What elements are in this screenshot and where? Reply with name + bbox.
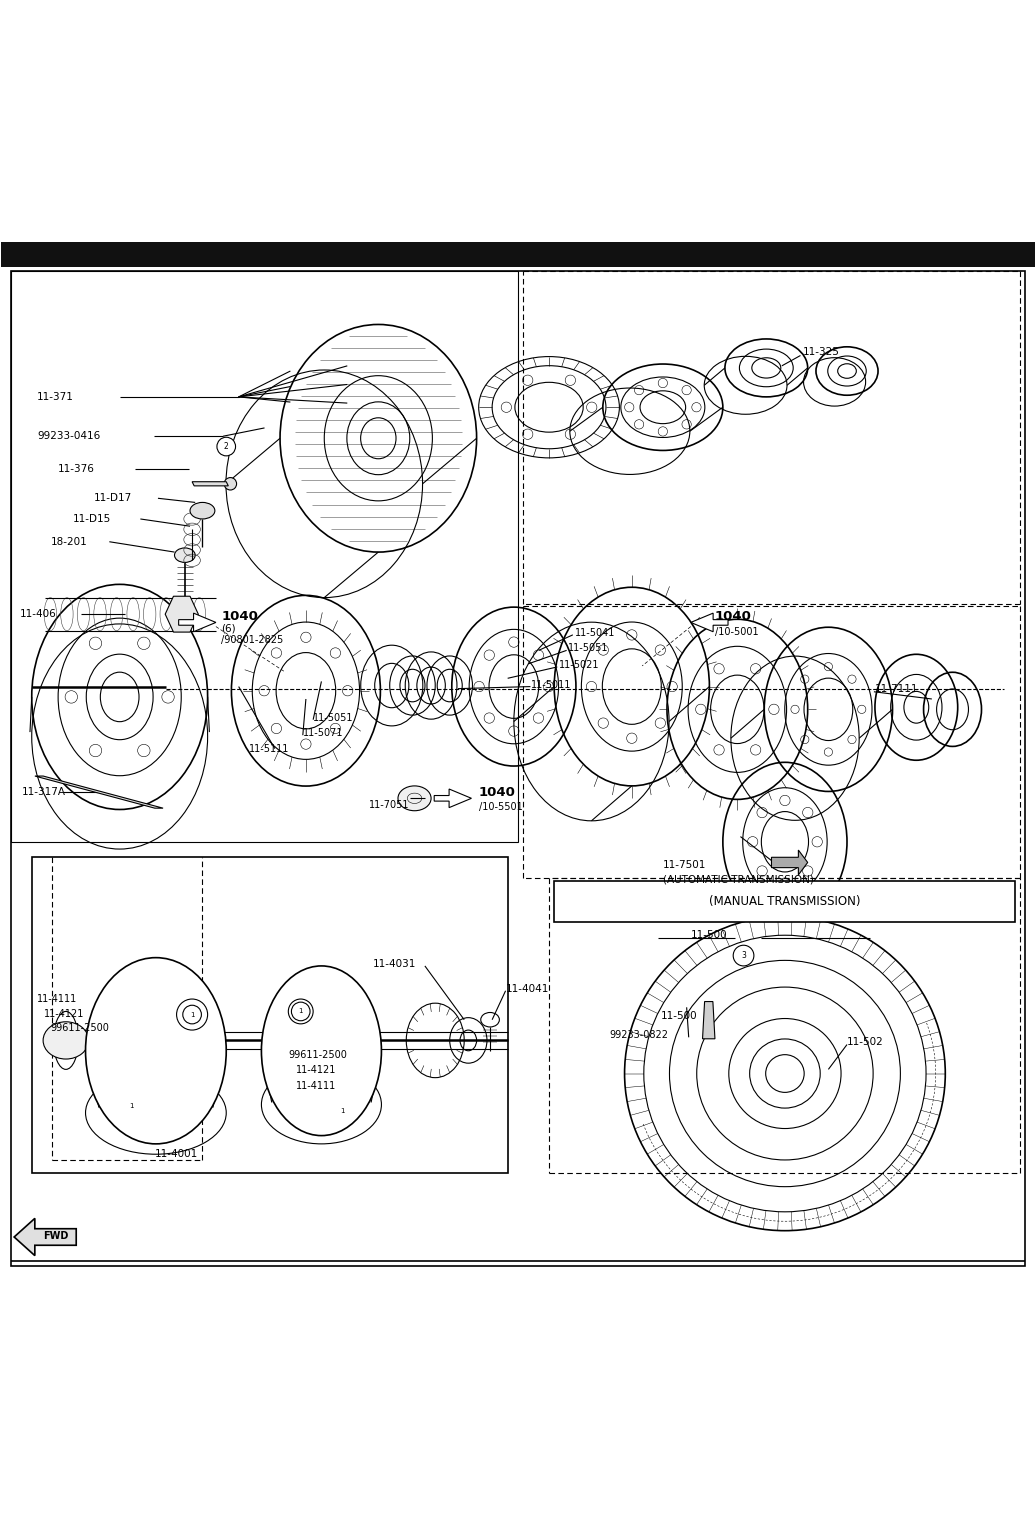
Text: 11-4121: 11-4121 [45,1008,85,1019]
Bar [1,241,1035,267]
Circle shape [182,1005,201,1023]
Text: 1: 1 [190,1011,195,1017]
Polygon shape [178,613,215,631]
Ellipse shape [86,958,226,1145]
Text: 1: 1 [298,1008,303,1014]
Text: 11-4111: 11-4111 [295,1081,336,1091]
Ellipse shape [174,548,195,563]
Text: 11-5021: 11-5021 [559,660,600,669]
Text: 1040: 1040 [715,610,751,622]
Ellipse shape [44,1022,89,1060]
Text: 1040: 1040 [479,786,516,798]
Text: (6): (6) [221,624,236,633]
Text: 11-4031: 11-4031 [373,959,416,968]
Text: 11-502: 11-502 [847,1037,884,1047]
Circle shape [291,1002,310,1020]
Text: 99233-0416: 99233-0416 [37,431,100,442]
Text: 11-500: 11-500 [661,1011,697,1020]
Text: 99611-2500: 99611-2500 [51,1023,109,1032]
Text: 11-406: 11-406 [20,609,56,619]
Polygon shape [192,481,228,486]
Circle shape [176,999,207,1031]
Text: (AUTOMATIC TRANSMISSION): (AUTOMATIC TRANSMISSION) [663,874,813,883]
Text: 11-5051: 11-5051 [568,644,608,653]
Circle shape [288,999,313,1023]
Text: 18-201: 18-201 [51,537,87,546]
Text: (MANUAL TRANSMISSION): (MANUAL TRANSMISSION) [710,896,861,908]
Ellipse shape [190,502,214,519]
Text: 1040: 1040 [221,610,258,622]
Polygon shape [15,1219,77,1255]
Bar [554,880,1014,923]
Polygon shape [702,1002,715,1038]
Text: 11-376: 11-376 [58,465,94,474]
Text: 11-500: 11-500 [691,931,727,940]
Text: 2: 2 [224,442,229,451]
Circle shape [217,437,235,455]
Text: 11-5011: 11-5011 [531,680,572,689]
Text: 1: 1 [128,1102,134,1108]
Text: 99233-0822: 99233-0822 [609,1031,668,1040]
Text: 11-325: 11-325 [803,348,839,357]
Circle shape [733,946,754,965]
Polygon shape [691,613,728,631]
Text: 11-5041: 11-5041 [575,628,615,638]
Text: 11-7111: 11-7111 [875,683,919,694]
Bar [11,270,518,842]
Text: 11-5051: 11-5051 [313,712,353,723]
Bar [32,858,508,1173]
Text: 11-317A: 11-317A [22,788,65,797]
Text: /10-5501: /10-5501 [479,802,522,812]
Text: 11-4041: 11-4041 [506,984,549,994]
Text: 11-5111: 11-5111 [249,744,289,753]
Text: 11-5071: 11-5071 [303,729,343,738]
Text: 11-7051: 11-7051 [369,800,409,809]
Text: /90801-2825: /90801-2825 [221,635,283,645]
Text: 11-371: 11-371 [37,392,74,402]
Text: /10-5001: /10-5001 [715,627,758,636]
Text: 3: 3 [741,952,746,959]
Polygon shape [434,789,471,808]
Text: FWD: FWD [42,1231,68,1240]
Text: 11-4121: 11-4121 [295,1066,336,1075]
Ellipse shape [398,786,431,811]
Text: 11-4001: 11-4001 [155,1149,198,1160]
Polygon shape [35,776,163,808]
Ellipse shape [261,965,381,1135]
Text: 1: 1 [340,1108,344,1114]
Circle shape [224,478,236,490]
Text: 11-4111: 11-4111 [37,994,77,1003]
Polygon shape [165,597,198,631]
Text: 11-7501: 11-7501 [663,859,707,870]
Text: 11-D17: 11-D17 [94,493,132,504]
Polygon shape [772,850,808,874]
Text: 11-D15: 11-D15 [74,515,111,524]
Text: 99611-2500: 99611-2500 [288,1050,347,1060]
